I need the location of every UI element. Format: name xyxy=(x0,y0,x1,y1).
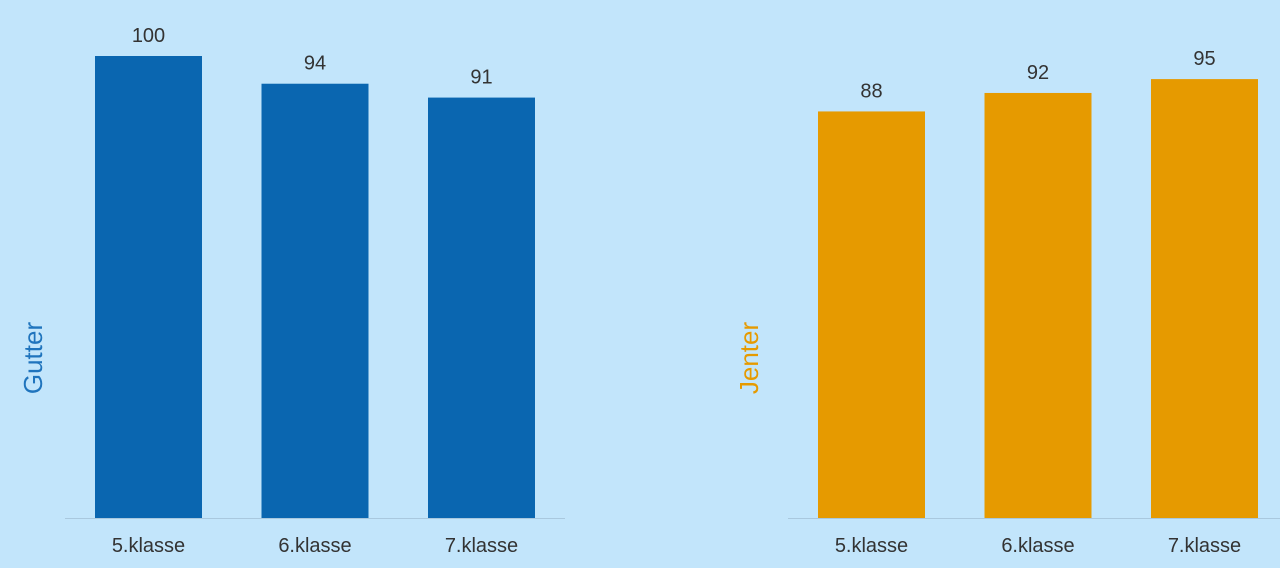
bar-gutter-2 xyxy=(261,83,369,518)
data-label-jenter-2: 92 xyxy=(1027,62,1049,84)
category-label-jenter-3: 7.klasse xyxy=(1168,535,1241,557)
data-label-jenter-3: 95 xyxy=(1193,48,1215,70)
category-label-gutter-1: 5.klasse xyxy=(112,535,185,557)
data-label-gutter-2: 94 xyxy=(304,53,326,75)
series-label-gutter: Gutter xyxy=(18,322,48,395)
bar-jenter-3 xyxy=(1151,79,1258,518)
bar-jenter-1 xyxy=(818,111,925,518)
category-label-jenter-1: 5.klasse xyxy=(835,535,908,557)
bar-gutter-3 xyxy=(428,97,535,518)
category-label-jenter-2: 6.klasse xyxy=(1001,535,1074,557)
data-label-gutter-3: 91 xyxy=(470,67,492,89)
data-label-gutter-1: 100 xyxy=(132,25,165,47)
category-label-gutter-3: 7.klasse xyxy=(445,535,518,557)
chart-panel-gutter: Gutter 100 5.klasse 94 6.klasse 91 7.klasse xyxy=(18,25,565,557)
bar-jenter-2 xyxy=(984,92,1092,519)
data-label-jenter-1: 88 xyxy=(860,80,882,102)
bar-gutter-1 xyxy=(95,56,202,518)
category-label-gutter-2: 6.klasse xyxy=(278,535,351,557)
series-label-jenter: Jenter xyxy=(734,322,764,395)
chart-panel-jenter: Jenter 88 5.klasse 92 6.klasse 95 7.klasse xyxy=(734,48,1280,557)
